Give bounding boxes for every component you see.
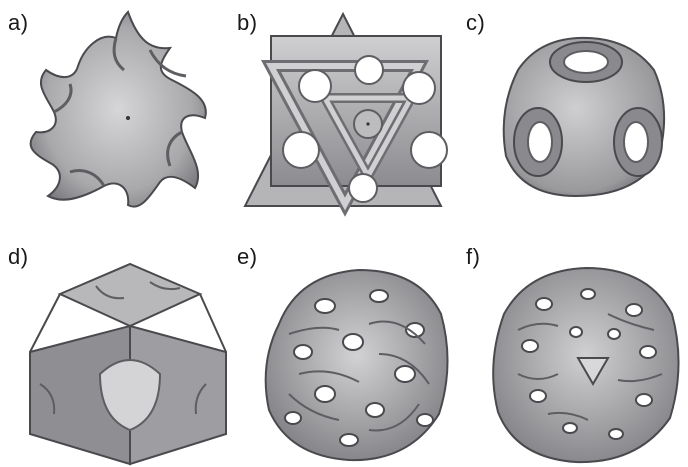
schwarz-p-unit-cell-image (502, 36, 666, 198)
neovius-solid-unit-cell-image (29, 262, 227, 466)
panel-c-label: c) (466, 10, 486, 35)
panel-b: b) (229, 0, 458, 233)
panel-f-label: f) (466, 244, 481, 269)
panel-e: e) (229, 234, 458, 467)
panel-a: a) (0, 0, 229, 233)
gyroid-unit-cell-image (29, 10, 207, 208)
gyroid-lattice-block-image (264, 268, 449, 462)
octet-triangle-unit-cell-image (243, 11, 448, 217)
diamond-lattice-block-image (492, 266, 680, 464)
panel-b-label: b) (237, 10, 258, 35)
panel-c: c) (458, 0, 687, 233)
panel-d: d) (0, 234, 229, 467)
panel-f: f) (458, 234, 687, 467)
panel-a-label: a) (8, 10, 29, 35)
panel-e-label: e) (237, 244, 258, 269)
panel-d-label: d) (8, 244, 29, 269)
